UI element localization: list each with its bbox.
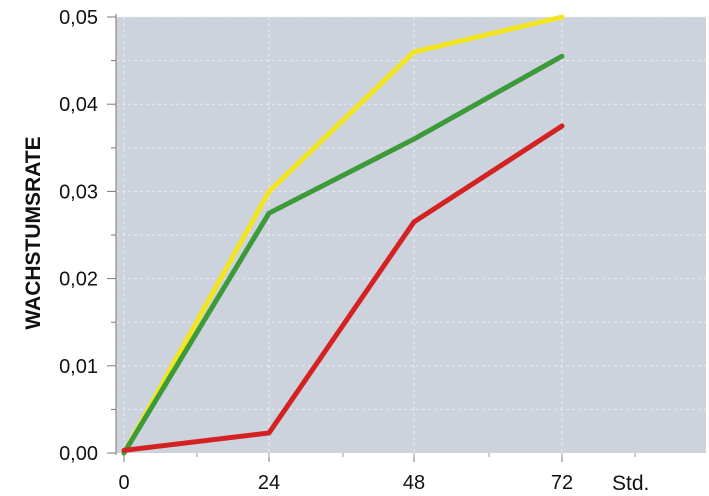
y-tick-label: 0,01 bbox=[59, 356, 98, 378]
series-line-1 bbox=[121, 14, 565, 456]
x-tick-label: 0 bbox=[118, 472, 129, 494]
x-tick-label: 72 bbox=[551, 472, 573, 494]
y-tick-label: 0,02 bbox=[59, 269, 98, 291]
y-tick-label: 0,00 bbox=[59, 443, 98, 465]
grid bbox=[116, 16, 706, 453]
y-tick-label: 0,05 bbox=[59, 7, 98, 29]
x-tick-label: 48 bbox=[403, 472, 425, 494]
y-tick-label: 0,04 bbox=[59, 94, 98, 116]
y-tick-labels: 0,00 0,01 0,02 0,03 0,04 0,05 bbox=[59, 7, 98, 465]
series-lines bbox=[121, 14, 565, 456]
series-line-2 bbox=[121, 53, 565, 456]
series-line-3 bbox=[121, 123, 565, 453]
x-tick-label: 24 bbox=[258, 472, 280, 494]
y-tick-label: 0,03 bbox=[59, 181, 98, 203]
x-tick-labels: 0 24 48 72 bbox=[118, 472, 573, 494]
y-axis-label: WACHSTUMSRATE bbox=[22, 136, 45, 329]
x-unit-label: Std. bbox=[612, 472, 649, 495]
